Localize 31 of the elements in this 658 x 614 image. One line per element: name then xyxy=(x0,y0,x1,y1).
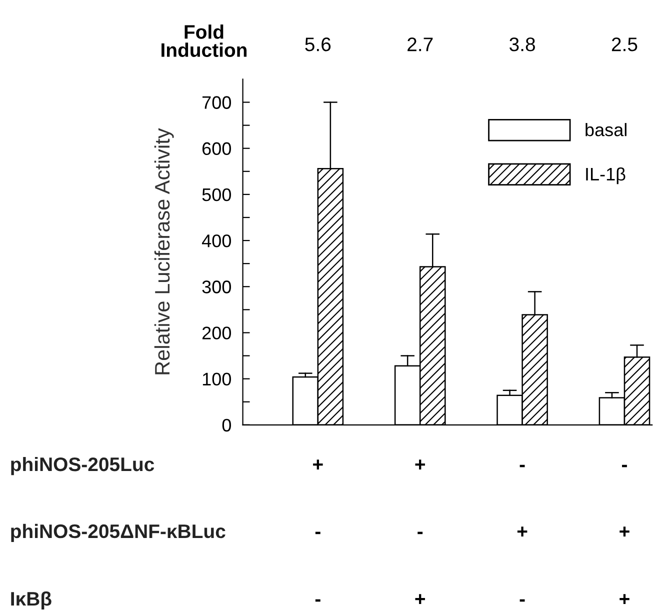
text: 3.8 xyxy=(510,38,535,52)
text: + xyxy=(313,460,323,470)
y-tick-label: 500 xyxy=(202,188,231,202)
y-axis-title: Relative Luciferase Activity xyxy=(154,128,174,374)
text: 2.7 xyxy=(408,38,433,52)
text: + xyxy=(415,460,425,470)
text: - xyxy=(520,464,525,468)
text: 2.5 xyxy=(612,38,638,52)
text: phiNOS-205Luc xyxy=(11,456,154,476)
text: + xyxy=(517,526,528,536)
text: Fold Induction xyxy=(162,24,247,57)
text: + xyxy=(415,594,425,604)
y-tick-label: 400 xyxy=(202,234,231,248)
text: - xyxy=(315,532,320,534)
text: 5.6 xyxy=(305,38,331,52)
y-tick-label: 100 xyxy=(202,372,231,386)
y-tick-label: 300 xyxy=(202,280,231,294)
text: IκBβ xyxy=(11,591,52,610)
text: - xyxy=(520,599,525,602)
legend-label: IL-1β xyxy=(586,167,626,184)
text: phiNOS-205ΔNF-κBLuc xyxy=(11,524,226,542)
text: + xyxy=(620,526,630,536)
text: - xyxy=(622,464,627,468)
text: + xyxy=(620,594,630,604)
legend-label: basal xyxy=(586,123,626,136)
y-tick-label: 700 xyxy=(202,96,231,109)
y-tick-label: 0 xyxy=(222,418,231,432)
y-tick-label: 600 xyxy=(202,142,231,156)
y-tick-label: 200 xyxy=(202,326,231,340)
text: - xyxy=(315,599,320,602)
text: - xyxy=(418,532,423,534)
